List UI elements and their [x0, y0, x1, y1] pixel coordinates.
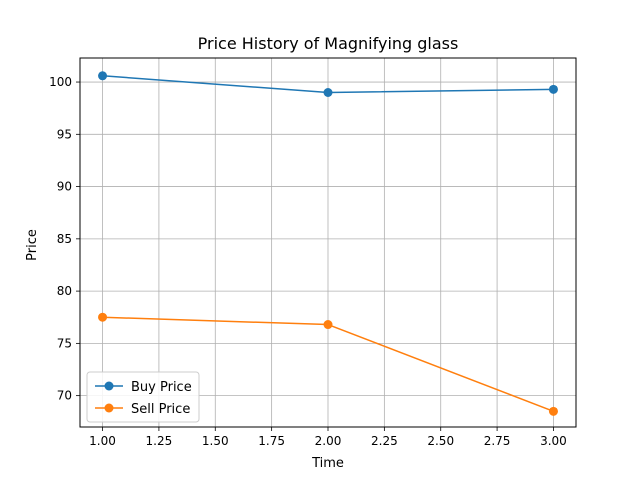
x-tick-label: 2.50 — [427, 434, 454, 448]
y-tick-label: 85 — [57, 232, 72, 246]
sell-price-point — [98, 312, 108, 322]
chart-title: Price History of Magnifying glass — [198, 34, 459, 53]
y-axis-label: Price — [25, 229, 40, 261]
legend-buy-label: Buy Price — [131, 380, 192, 395]
sell-price-point — [323, 320, 333, 330]
legend-sell-marker — [104, 403, 114, 413]
x-tick-label: 1.00 — [89, 434, 116, 448]
series-group — [98, 71, 558, 416]
x-tick-label: 1.25 — [146, 434, 173, 448]
y-tick-label: 100 — [49, 75, 72, 89]
legend-box — [86, 371, 200, 423]
legend: Buy Price Sell Price — [86, 371, 200, 423]
legend-buy-marker — [104, 381, 114, 391]
y-tick-label: 90 — [57, 180, 72, 194]
buy-price-point — [98, 71, 108, 81]
x-tick-label: 1.75 — [258, 434, 285, 448]
buy-price-point — [548, 84, 558, 94]
x-tick-label: 3.00 — [540, 434, 567, 448]
y-axis-ticks: 70 75 80 85 90 95 100 — [49, 75, 80, 403]
buy-price-point — [323, 87, 333, 97]
y-tick-label: 95 — [57, 127, 72, 141]
x-axis-label: Time — [311, 456, 344, 471]
sell-price-point — [548, 406, 558, 416]
y-tick-label: 75 — [57, 336, 72, 350]
y-tick-label: 70 — [57, 389, 72, 403]
x-tick-label: 2.25 — [371, 434, 398, 448]
x-axis-ticks: 1.00 1.25 1.50 1.75 2.00 2.25 2.50 2.75 3.00 — [89, 427, 567, 448]
x-tick-label: 2.75 — [484, 434, 511, 448]
x-tick-label: 2.00 — [315, 434, 342, 448]
x-tick-label: 1.50 — [202, 434, 229, 448]
legend-sell-label: Sell Price — [131, 402, 190, 417]
y-tick-label: 80 — [57, 284, 72, 298]
grid-lines — [80, 58, 576, 427]
